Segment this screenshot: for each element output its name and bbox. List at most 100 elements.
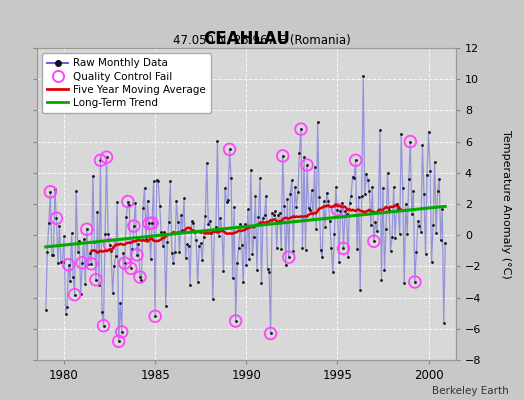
- Point: [212, 224, 220, 231]
- Point: [133, 252, 141, 258]
- Point: [69, 274, 78, 280]
- Point: [283, 196, 291, 202]
- Point: [236, 220, 244, 227]
- Point: [89, 172, 97, 179]
- Point: [330, 230, 339, 237]
- Point: [316, 246, 325, 253]
- Point: [373, 228, 381, 234]
- Point: [186, 282, 194, 288]
- Point: [84, 261, 93, 267]
- Title: CEAHLAU: CEAHLAU: [203, 30, 290, 48]
- Point: [83, 226, 91, 232]
- Point: [251, 193, 259, 200]
- Point: [280, 202, 288, 209]
- Point: [66, 278, 74, 284]
- Point: [353, 246, 362, 252]
- Point: [262, 193, 270, 200]
- Point: [266, 330, 275, 337]
- Point: [357, 193, 366, 200]
- Point: [136, 274, 144, 280]
- Point: [257, 280, 266, 286]
- Point: [369, 238, 378, 244]
- Point: [172, 198, 181, 204]
- Point: [266, 330, 275, 337]
- Point: [359, 73, 367, 80]
- Point: [379, 185, 387, 191]
- Point: [440, 320, 448, 326]
- Point: [98, 308, 106, 315]
- Point: [100, 322, 108, 329]
- Point: [145, 220, 153, 227]
- Point: [279, 153, 287, 159]
- Point: [175, 249, 183, 256]
- Point: [244, 206, 252, 212]
- Point: [193, 279, 202, 286]
- Point: [188, 218, 196, 225]
- Point: [130, 223, 138, 229]
- Point: [57, 259, 65, 265]
- Point: [369, 238, 378, 244]
- Point: [411, 279, 419, 285]
- Point: [298, 245, 307, 251]
- Point: [340, 245, 348, 252]
- Point: [424, 129, 433, 135]
- Point: [438, 206, 446, 212]
- Point: [93, 209, 102, 215]
- Point: [85, 250, 94, 256]
- Point: [134, 241, 143, 247]
- Point: [122, 214, 130, 220]
- Point: [81, 281, 90, 287]
- Point: [269, 212, 278, 218]
- Point: [52, 215, 61, 222]
- Point: [235, 244, 243, 251]
- Point: [196, 240, 205, 247]
- Point: [232, 318, 240, 324]
- Point: [181, 255, 190, 261]
- Point: [58, 259, 67, 265]
- Point: [281, 262, 290, 268]
- Point: [178, 226, 187, 233]
- Point: [52, 215, 61, 222]
- Point: [385, 206, 393, 213]
- Point: [54, 259, 62, 266]
- Point: [203, 160, 211, 166]
- Point: [216, 215, 225, 222]
- Point: [180, 195, 188, 201]
- Point: [249, 234, 258, 240]
- Point: [336, 208, 345, 214]
- Point: [279, 153, 287, 159]
- Point: [130, 223, 138, 229]
- Point: [144, 197, 152, 204]
- Text: Berkeley Earth: Berkeley Earth: [432, 386, 508, 396]
- Point: [435, 176, 443, 182]
- Point: [315, 194, 323, 200]
- Point: [285, 254, 293, 260]
- Point: [303, 162, 311, 168]
- Point: [110, 262, 118, 269]
- Point: [160, 228, 168, 235]
- Point: [73, 248, 82, 255]
- Point: [239, 279, 247, 286]
- Point: [200, 234, 208, 240]
- Point: [325, 218, 334, 224]
- Point: [292, 204, 301, 210]
- Point: [159, 242, 167, 249]
- Point: [225, 146, 234, 152]
- Point: [117, 329, 126, 335]
- Point: [399, 185, 407, 191]
- Point: [256, 175, 264, 182]
- Point: [288, 177, 296, 184]
- Point: [401, 200, 410, 207]
- Point: [297, 126, 305, 132]
- Point: [95, 282, 103, 288]
- Point: [222, 198, 231, 205]
- Point: [108, 290, 117, 296]
- Point: [139, 205, 147, 211]
- Point: [87, 261, 95, 267]
- Point: [405, 176, 413, 183]
- Legend: Raw Monthly Data, Quality Control Fail, Five Year Moving Average, Long-Term Tren: Raw Monthly Data, Quality Control Fail, …: [42, 53, 211, 113]
- Point: [441, 240, 450, 246]
- Point: [92, 276, 100, 283]
- Point: [341, 208, 349, 214]
- Point: [237, 242, 246, 248]
